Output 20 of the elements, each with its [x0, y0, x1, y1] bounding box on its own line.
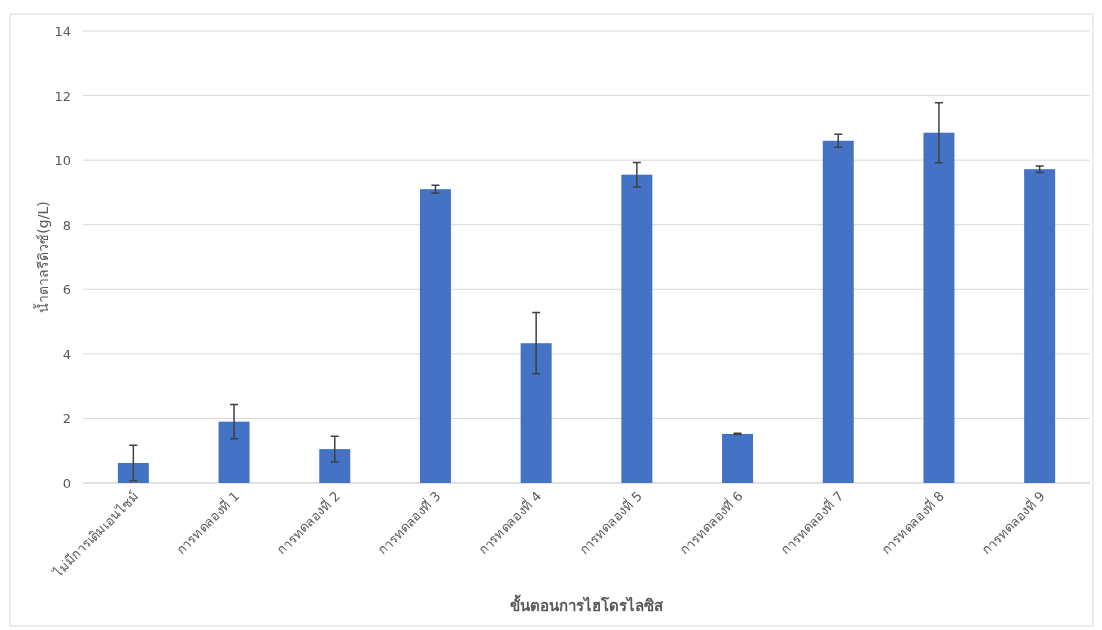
- bar: [218, 421, 250, 483]
- y-tick-label: 2: [62, 411, 71, 427]
- x-axis-title: ขั้นตอนการไฮโดรไลซิส: [510, 594, 664, 615]
- y-axis-title: น้ำตาลรีดิวซ์(g/L): [33, 201, 51, 313]
- y-tick-label: 12: [54, 88, 71, 104]
- bar: [520, 343, 552, 483]
- bar: [319, 449, 351, 483]
- bar: [419, 189, 451, 483]
- bar: [117, 462, 149, 483]
- y-tick-label: 0: [62, 476, 71, 491]
- y-tick-label: 4: [62, 346, 71, 362]
- bar: [621, 174, 653, 483]
- bar: [722, 433, 754, 483]
- y-tick-label: 6: [62, 282, 71, 298]
- y-tick-label: 10: [54, 153, 71, 169]
- y-tick-label: 14: [54, 24, 71, 39]
- y-tick-label: 8: [62, 217, 71, 233]
- bar: [923, 132, 955, 483]
- bar: [1024, 169, 1056, 483]
- bar: [822, 140, 854, 483]
